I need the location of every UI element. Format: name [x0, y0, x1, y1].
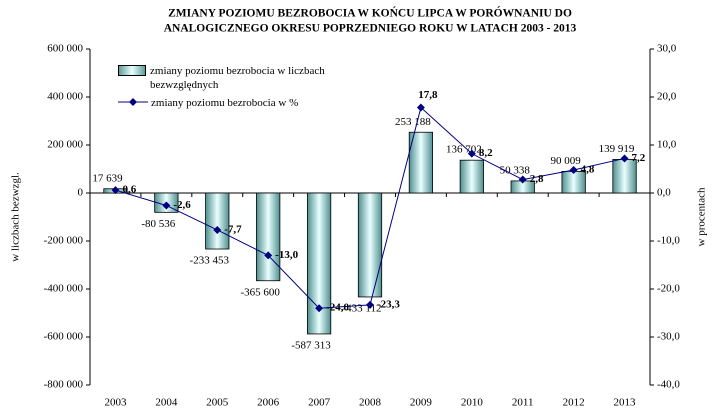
y-tick-label: -600 000 [44, 331, 84, 343]
line-marker [213, 225, 222, 234]
y2-tick-label: -30,0 [657, 331, 680, 343]
legend-item: zmiany poziomu bezrobocia w liczbach bez… [118, 64, 338, 92]
x-tick-label: 2010 [461, 397, 484, 409]
line-value-label: -13,0 [275, 249, 298, 261]
y-tick-label: 600 000 [47, 43, 83, 55]
y-tick-label: -400 000 [44, 283, 84, 295]
line-value-label: 8,2 [479, 147, 493, 159]
line-marker [569, 165, 578, 174]
bar-value-label: 139 919 [599, 143, 635, 155]
x-tick-label: 2013 [614, 397, 637, 409]
y2-tick-label: 0,0 [657, 187, 671, 199]
bar [357, 192, 383, 298]
x-tick-label: 2012 [563, 397, 585, 409]
x-tick-label: 2007 [308, 397, 331, 409]
bar-value-label: -365 600 [240, 286, 280, 298]
line-marker [315, 304, 324, 313]
line-value-label: -23,3 [377, 298, 400, 310]
y-tick-label: -200 000 [44, 235, 84, 247]
legend-label: zmiany poziomu bezrobocia w % [151, 97, 299, 109]
legend: zmiany poziomu bezrobocia w liczbach bez… [118, 64, 338, 114]
bar [612, 159, 637, 194]
line-marker [416, 103, 425, 112]
legend-item: zmiany poziomu bezrobocia w % [118, 96, 338, 110]
line-marker [111, 186, 120, 195]
x-tick-label: 2004 [155, 397, 178, 409]
legend-label: zmiany poziomu bezrobocia w liczbach bez… [150, 65, 325, 91]
x-tick-label: 2009 [410, 397, 433, 409]
bar-value-label: 253 188 [395, 116, 431, 128]
chart-title: ZMIANY POZIOMU BEZROBOCIA W KOŃCU LIPCA … [168, 6, 572, 20]
bar-value-label: -233 453 [190, 255, 230, 267]
line-value-label: 2,8 [530, 173, 544, 185]
line-value-label: -24,0 [326, 302, 349, 314]
y-tick-label: 400 000 [47, 91, 83, 103]
line-value-label: 4,8 [581, 163, 595, 175]
bar [256, 192, 281, 282]
y2-tick-label: -40,0 [657, 379, 680, 391]
legend-swatch [118, 65, 146, 76]
bar [408, 131, 434, 194]
bar [205, 192, 230, 250]
line-marker [264, 251, 273, 260]
line-value-label: -7,7 [224, 223, 242, 235]
line-marker [518, 175, 527, 184]
x-tick-label: 2008 [359, 397, 382, 409]
x-tick-label: 2006 [257, 397, 280, 409]
line-marker [366, 300, 374, 309]
y2-tick-label: 10,0 [657, 139, 677, 151]
line-value-label: 7,2 [632, 152, 646, 164]
line-value-label: 0,6 [122, 184, 136, 196]
y2-axis-label: w procentach [696, 187, 708, 246]
y2-tick-label: -10,0 [657, 235, 680, 247]
bar-value-label: 136 702 [446, 144, 482, 156]
y-tick-label: 0 [78, 187, 84, 199]
y2-tick-label: 20,0 [657, 91, 677, 103]
legend-swatch [118, 98, 148, 106]
bar [459, 159, 484, 194]
bar-value-label: 17 639 [92, 172, 123, 184]
y-axis-label: w liczbach bezwzgl. [10, 172, 22, 262]
y-tick-label: 200 000 [47, 139, 83, 151]
chart-subtitle: ANALOGICZNEGO OKRESU POPRZEDNIEGO ROKU W… [164, 23, 577, 35]
bar [306, 192, 332, 335]
x-tick-label: 2011 [512, 397, 534, 409]
y2-tick-label: 30,0 [657, 43, 677, 55]
bar-value-label: 50 338 [500, 164, 531, 176]
line-value-label: -2,6 [173, 199, 191, 211]
line-marker [162, 201, 171, 210]
bar-value-label: -80 536 [141, 218, 175, 230]
bar-value-label: 90 009 [551, 155, 582, 167]
y2-tick-label: -20,0 [657, 283, 680, 295]
line-marker [467, 149, 476, 158]
line-marker [620, 154, 629, 163]
y-tick-label: -800 000 [44, 379, 84, 391]
line-value-label: 17,8 [418, 89, 438, 101]
x-tick-label: 2005 [206, 397, 229, 409]
x-tick-label: 2003 [104, 397, 127, 409]
bar-value-label: -587 313 [291, 339, 331, 351]
